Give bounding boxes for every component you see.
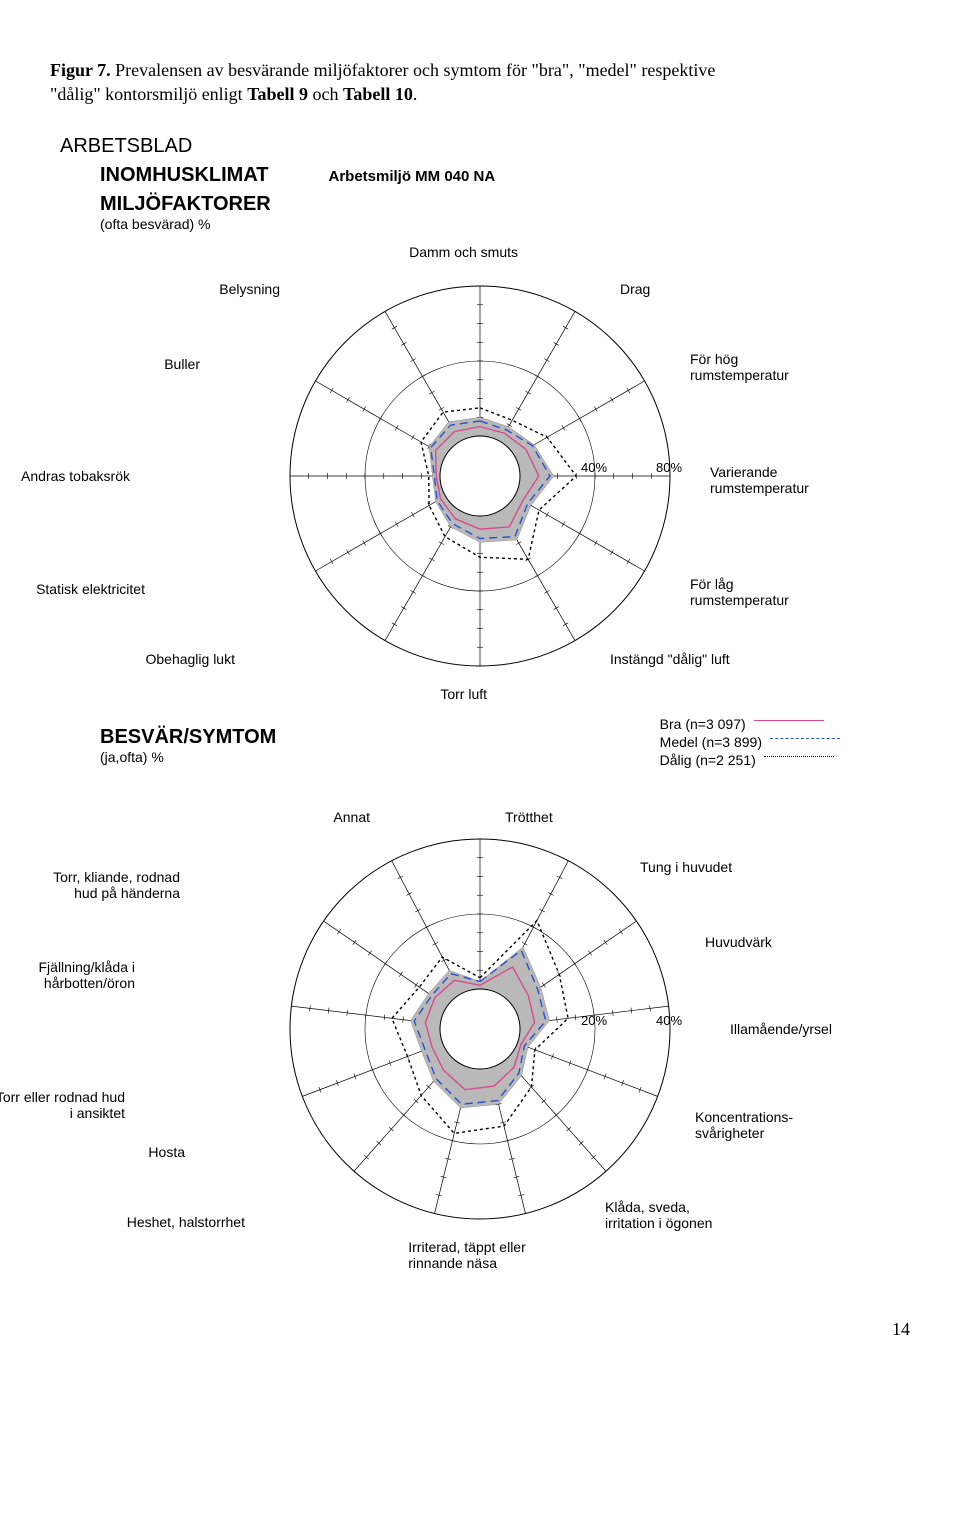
axis-label: Koncentrations-svårigheter — [695, 1109, 793, 1141]
axis-label: Buller — [164, 356, 200, 372]
axis-label: Statisk elektricitet — [36, 581, 145, 597]
sheet-subright: Arbetsmiljö MM 040 NA — [329, 168, 496, 185]
legend-dalig: Dålig (n=2 251) — [660, 752, 840, 768]
sheet-title: ARBETSBLAD — [60, 135, 920, 158]
axis-label: Obehaglig lukt — [145, 651, 235, 667]
legend-line-medel — [770, 738, 840, 739]
section1-title: MILJÖFAKTORER — [100, 193, 920, 216]
axis-label: Irriterad, täppt ellerrinnande näsa — [408, 1239, 526, 1271]
section1-sub: (ofta besvärad) % — [100, 216, 920, 232]
legend-line-bra — [754, 720, 824, 721]
axis-label: Klåda, sveda,irritation i ögonen — [605, 1199, 712, 1231]
axis-label: Torr eller rodnad hudi ansiktet — [0, 1089, 125, 1121]
radar-chart-besvar: 20% 40% Annat Trötthet Tung i huvudet Huvudv… — [50, 769, 910, 1289]
axis-label: Tung i huvudet — [640, 859, 732, 875]
axis-label: Heshet, halstorrhet — [127, 1214, 245, 1230]
axis-label: För högrumstemperatur — [690, 351, 789, 383]
figure-caption: Figur 7. Prevalensen av besvärande miljö… — [50, 58, 920, 107]
svg-text:40%: 40% — [581, 460, 607, 475]
legend: Bra (n=3 097) Medel (n=3 899) Dålig (n=2… — [660, 716, 840, 770]
axis-label: Annat — [333, 809, 370, 825]
axis-label: Instängd "dålig" luft — [610, 651, 730, 667]
sheet-subtitle-row: INOMHUSKLIMAT Arbetsmiljö MM 040 NA — [100, 164, 920, 187]
legend-medel: Medel (n=3 899) — [660, 734, 840, 750]
caption-lead: Figur 7. — [50, 60, 111, 80]
axis-label: Hosta — [148, 1144, 185, 1160]
axis-label: Andras tobaksrök — [21, 468, 130, 484]
axis-label: Torr, kliande, rodnadhud på händerna — [53, 869, 180, 901]
axis-label: Huvudvärk — [705, 934, 772, 950]
svg-text:40%: 40% — [656, 1013, 682, 1028]
sheet-subtitle: INOMHUSKLIMAT — [100, 164, 269, 187]
axis-label: Fjällning/klåda ihårbotten/öron — [39, 959, 136, 991]
axis-label: Drag — [620, 281, 650, 297]
axis-label: Varieranderumstemperatur — [710, 464, 809, 496]
axis-label: För lågrumstemperatur — [690, 576, 789, 608]
legend-bra: Bra (n=3 097) — [660, 716, 840, 732]
axis-label: Torr luft — [440, 686, 487, 702]
legend-line-dalig — [764, 756, 834, 757]
axis-label: Damm och smuts — [409, 244, 518, 260]
axis-label: Illamående/yrsel — [730, 1021, 832, 1037]
axis-label: Trötthet — [505, 809, 553, 825]
radar-chart-miljofaktorer: 40% 80% Damm och smuts Drag För högrumstemp… — [50, 236, 910, 716]
svg-text:80%: 80% — [656, 460, 682, 475]
page-number: 14 — [50, 1319, 920, 1340]
axis-label: Belysning — [219, 281, 280, 297]
svg-text:20%: 20% — [581, 1013, 607, 1028]
